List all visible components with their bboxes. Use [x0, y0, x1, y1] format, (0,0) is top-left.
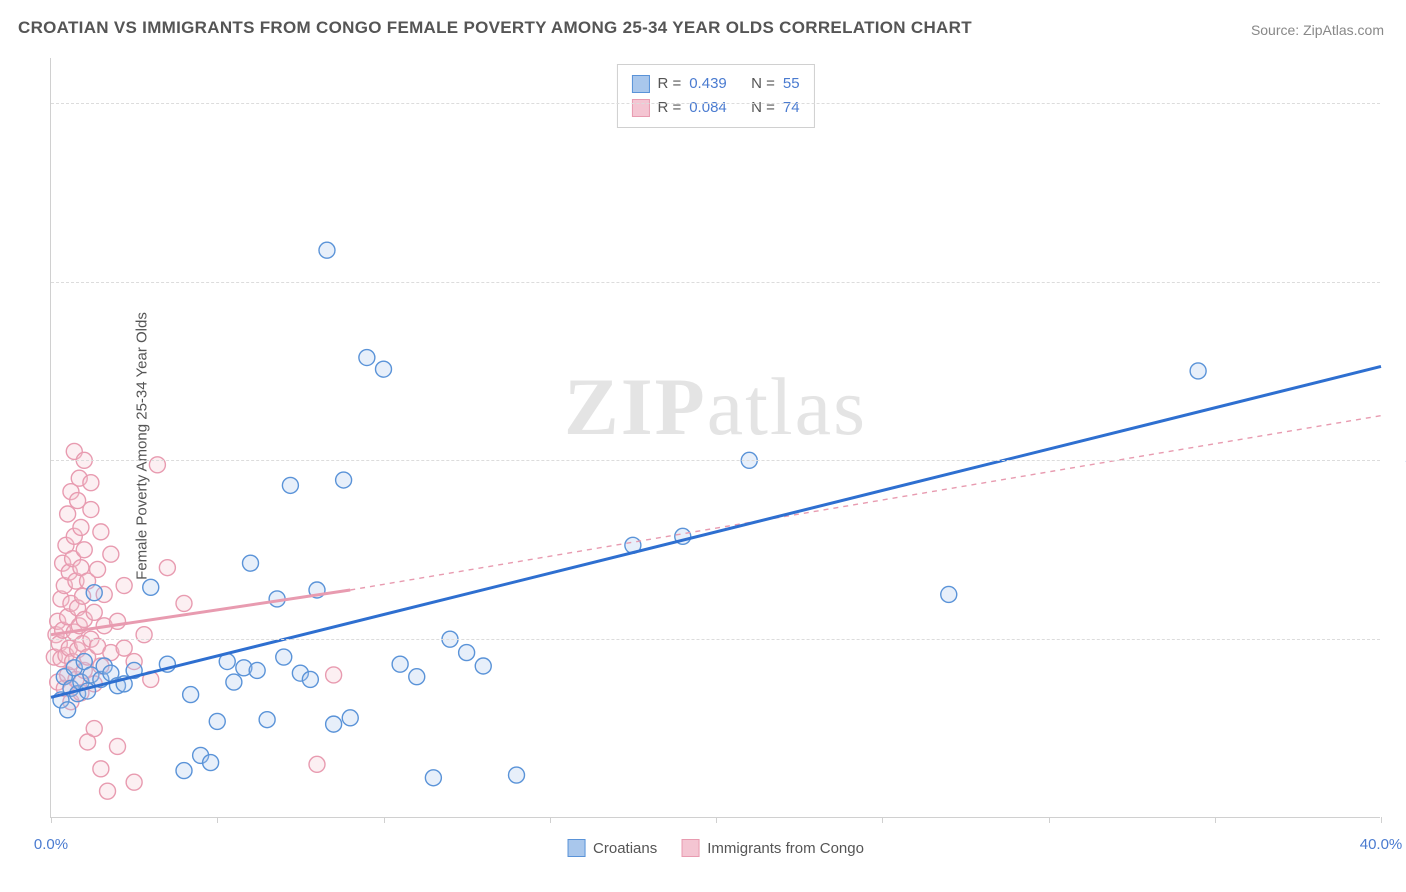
data-point	[282, 477, 298, 493]
data-point	[941, 586, 957, 602]
data-point	[83, 475, 99, 491]
n-label: N =	[751, 96, 775, 120]
data-point	[116, 640, 132, 656]
data-point	[100, 783, 116, 799]
xtick	[384, 817, 385, 823]
legend-item-croatians: Croatians	[567, 839, 657, 857]
data-point	[409, 669, 425, 685]
legend-item-congo: Immigrants from Congo	[681, 839, 864, 857]
xtick	[51, 817, 52, 823]
ytick-label: 80.0%	[1388, 94, 1406, 111]
data-point	[83, 502, 99, 518]
stats-legend: R = 0.439 N = 55 R = 0.084 N = 74	[616, 64, 814, 128]
swatch-croatians	[631, 75, 649, 93]
regression-line	[350, 416, 1381, 590]
xtick	[1049, 817, 1050, 823]
xtick	[1215, 817, 1216, 823]
data-point	[309, 756, 325, 772]
data-point	[319, 242, 335, 258]
data-point	[60, 506, 76, 522]
xtick-label: 0.0%	[34, 836, 68, 853]
data-point	[73, 519, 89, 535]
xtick	[1381, 817, 1382, 823]
data-point	[259, 712, 275, 728]
data-point	[86, 604, 102, 620]
data-point	[176, 763, 192, 779]
data-point	[226, 674, 242, 690]
data-point	[76, 542, 92, 558]
data-point	[149, 457, 165, 473]
scatter-svg	[51, 58, 1380, 817]
r-label: R =	[657, 72, 681, 96]
r-label: R =	[657, 96, 681, 120]
xtick	[217, 817, 218, 823]
data-point	[326, 667, 342, 683]
xtick-label: 40.0%	[1360, 836, 1403, 853]
data-point	[276, 649, 292, 665]
r-value-congo: 0.084	[689, 96, 727, 120]
data-point	[509, 767, 525, 783]
n-value-croatians: 55	[783, 72, 800, 96]
swatch-croatians	[567, 839, 585, 857]
data-point	[110, 738, 126, 754]
xtick	[550, 817, 551, 823]
data-point	[243, 555, 259, 571]
data-point	[60, 702, 76, 718]
ytick-label: 20.0%	[1388, 631, 1406, 648]
legend-label-congo: Immigrants from Congo	[707, 840, 864, 857]
data-point	[126, 774, 142, 790]
legend-label-croatians: Croatians	[593, 840, 657, 857]
data-point	[425, 770, 441, 786]
data-point	[376, 361, 392, 377]
data-point	[143, 579, 159, 595]
data-point	[302, 671, 318, 687]
swatch-congo	[681, 839, 699, 857]
data-point	[209, 713, 225, 729]
regression-line	[51, 366, 1381, 697]
gridline-h	[51, 460, 1380, 461]
ytick-label: 60.0%	[1388, 273, 1406, 290]
data-point	[475, 658, 491, 674]
xtick	[882, 817, 883, 823]
data-point	[93, 761, 109, 777]
n-label: N =	[751, 72, 775, 96]
plot-area: ZIPatlas R = 0.439 N = 55 R = 0.084 N = …	[50, 58, 1380, 818]
series-legend: Croatians Immigrants from Congo	[567, 839, 864, 857]
data-point	[86, 721, 102, 737]
gridline-h	[51, 639, 1380, 640]
data-point	[93, 524, 109, 540]
data-point	[459, 645, 475, 661]
data-point	[116, 578, 132, 594]
stats-row-congo: R = 0.084 N = 74	[631, 96, 799, 120]
data-point	[159, 560, 175, 576]
data-point	[1190, 363, 1206, 379]
r-value-croatians: 0.439	[689, 72, 727, 96]
data-point	[326, 716, 342, 732]
data-point	[392, 656, 408, 672]
data-point	[342, 710, 358, 726]
gridline-h	[51, 103, 1380, 104]
data-point	[249, 662, 265, 678]
ytick-label: 40.0%	[1388, 452, 1406, 469]
xtick	[716, 817, 717, 823]
n-value-congo: 74	[783, 96, 800, 120]
chart-title: CROATIAN VS IMMIGRANTS FROM CONGO FEMALE…	[18, 18, 972, 38]
gridline-h	[51, 282, 1380, 283]
data-point	[176, 595, 192, 611]
data-point	[203, 755, 219, 771]
data-point	[86, 585, 102, 601]
source-attribution: Source: ZipAtlas.com	[1251, 22, 1384, 38]
data-point	[136, 627, 152, 643]
data-point	[103, 546, 119, 562]
data-point	[183, 687, 199, 703]
data-point	[359, 350, 375, 366]
swatch-congo	[631, 99, 649, 117]
chart-container: CROATIAN VS IMMIGRANTS FROM CONGO FEMALE…	[0, 0, 1406, 892]
stats-row-croatians: R = 0.439 N = 55	[631, 72, 799, 96]
data-point	[336, 472, 352, 488]
data-point	[90, 561, 106, 577]
